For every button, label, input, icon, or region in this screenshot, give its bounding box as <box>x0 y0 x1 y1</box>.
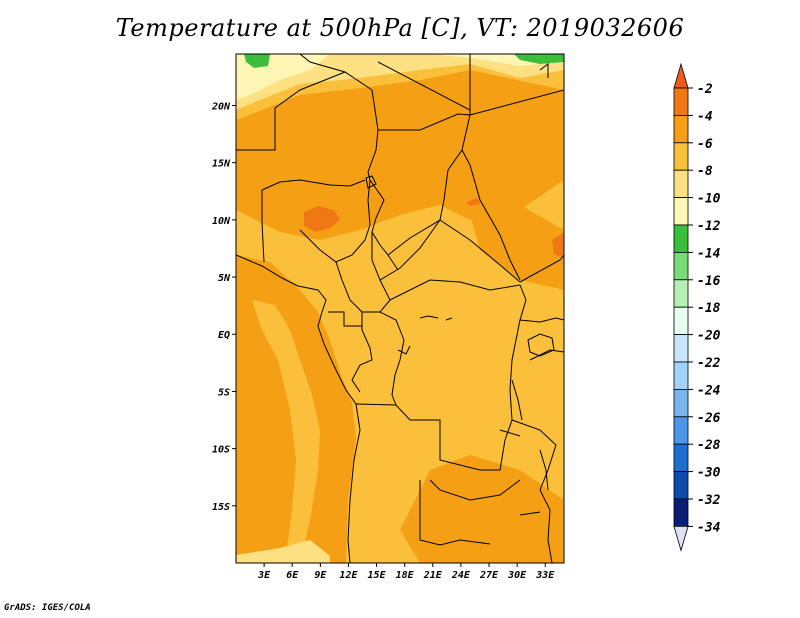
colorbar-swatch <box>673 443 689 473</box>
colorbar-tick-label: -20 <box>697 329 721 344</box>
northeast-green-patch <box>514 54 564 64</box>
longitude-tick-label: 15E <box>368 570 387 581</box>
colorbar: -2 -4 -6 -8 -10 -12 -14 -16 -18 -20 -22 -24 -26 -28 -3… <box>673 62 721 552</box>
latitude-axis: 20N 15N 10N 5N EQ 5S 10S 15S <box>211 101 236 513</box>
east-warm-core <box>552 232 564 258</box>
southwest-cool-strip <box>236 540 330 563</box>
colorbar-tick-label: -6 <box>697 137 713 152</box>
latitude-tick-label: 10S <box>212 445 230 456</box>
colorbar-tick-label: -28 <box>697 438 721 453</box>
north-cool-strip <box>236 54 564 110</box>
northwest-green-patch <box>244 54 270 68</box>
east-warm-patch <box>470 205 564 290</box>
colorbar-tick-label: -26 <box>697 411 721 426</box>
sudan-warm-dot <box>466 198 480 206</box>
latitude-tick-label: 5S <box>218 387 230 398</box>
latitude-tick-label: EQ <box>218 330 230 341</box>
longitude-tick-label: 21E <box>423 570 443 581</box>
colorbar-tick-label: -24 <box>697 383 721 398</box>
north-warm-band <box>236 70 564 240</box>
colorbar-swatch <box>673 115 689 144</box>
longitude-tick-label: 18E <box>396 570 415 581</box>
longitude-tick-label: 30E <box>507 570 527 581</box>
colorbar-swatch <box>673 361 689 390</box>
longitude-tick-label: 24E <box>451 570 471 581</box>
longitude-tick-label: 6E <box>286 570 299 581</box>
temperature-contours <box>236 54 564 563</box>
colorbar-tick-label: -32 <box>697 493 721 508</box>
latitude-tick-label: 5N <box>218 273 231 284</box>
map-title: Temperature at 500hPa [C], VT: 201903260… <box>115 14 685 42</box>
colorbar-top-arrow <box>673 62 689 89</box>
colorbar-tick-label: -14 <box>697 246 721 261</box>
longitude-tick-label: 12E <box>339 570 358 581</box>
colorbar-tick-label: -2 <box>697 82 713 97</box>
longitude-tick-label: 9E <box>314 570 327 581</box>
colorbar-tick-label: -22 <box>697 356 721 371</box>
grads-credit: GrADS: IGES/COLA <box>4 603 91 613</box>
colorbar-swatch <box>673 197 689 226</box>
colorbar-swatch <box>673 87 689 116</box>
colorbar-swatch <box>673 306 689 336</box>
longitude-tick-label: 27E <box>479 570 499 581</box>
colorbar-tick-label: -34 <box>697 520 721 535</box>
map-frame <box>235 53 565 564</box>
colorbar-swatch <box>673 416 689 445</box>
colorbar-swatch <box>673 224 689 253</box>
colorbar-tick-label: -12 <box>697 219 721 234</box>
colorbar-tick-label: -18 <box>697 301 721 316</box>
colorbar-tick-label: -16 <box>697 274 721 289</box>
latitude-tick-label: 10N <box>212 216 231 227</box>
colorbar-swatch <box>673 142 689 171</box>
colorbar-bottom-arrow <box>673 526 689 552</box>
colorbar-tick-label: -30 <box>697 466 721 481</box>
colorbar-swatch <box>673 251 689 281</box>
colorbar-swatch <box>673 279 689 308</box>
colorbar-swatch <box>673 498 689 527</box>
colorbar-tick-label: -8 <box>697 164 713 179</box>
colorbar-tick-label: -10 <box>697 192 721 207</box>
colorbar-swatch <box>673 334 689 363</box>
nigeria-warm-core <box>304 206 340 232</box>
longitude-axis: 3E 6E 9E 12E 15E 18E 21E 24E 27E 30E 33E <box>257 563 555 581</box>
colorbar-swatch <box>673 169 689 198</box>
latitude-tick-label: 15S <box>212 502 230 513</box>
colorbar-swatch <box>673 388 689 418</box>
latitude-tick-label: 15N <box>212 159 231 170</box>
longitude-tick-label: 3E <box>257 570 271 581</box>
colorbar-swatch <box>673 471 689 500</box>
latitude-tick-label: 20N <box>211 101 231 112</box>
colorbar-tick-label: -4 <box>697 109 713 124</box>
longitude-tick-label: 33E <box>535 570 555 581</box>
south-warm-region <box>400 455 564 563</box>
country-borders <box>236 54 564 563</box>
coastal-cool-streak <box>252 300 320 563</box>
